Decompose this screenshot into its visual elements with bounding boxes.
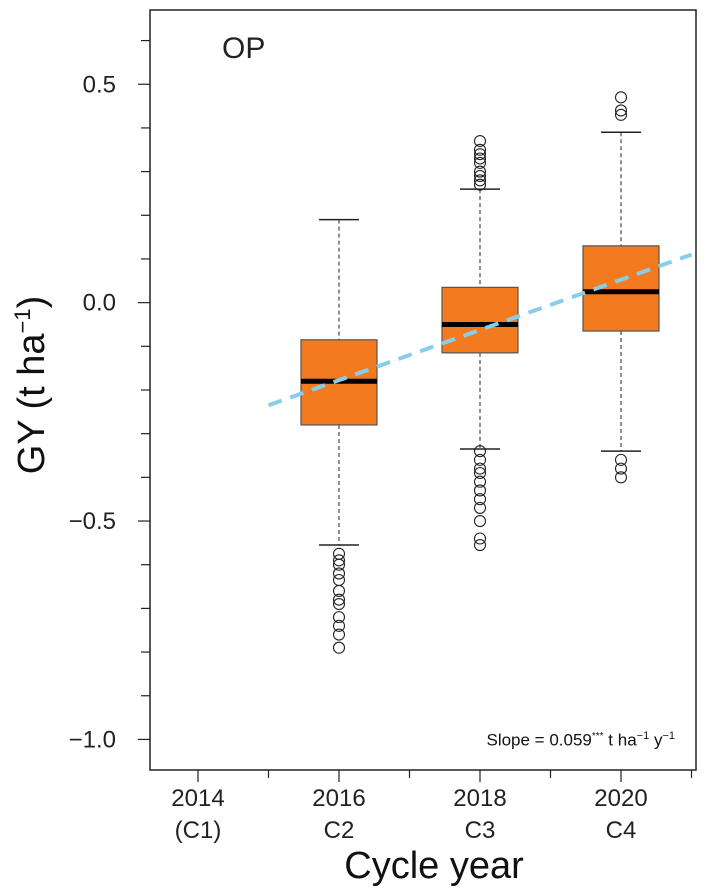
x-tick-year: 2016 — [312, 785, 365, 812]
outlier-point — [614, 108, 628, 121]
outlier-point — [332, 547, 346, 560]
box-2016 — [300, 218, 378, 654]
y-tick-label: −0.5 — [69, 508, 116, 535]
outlier-point — [614, 104, 628, 117]
y-tick-label: −1.0 — [69, 726, 116, 753]
x-tick-year: 2014 — [171, 785, 224, 812]
outlier-point — [473, 462, 487, 475]
y-tick-label: 0.0 — [83, 290, 116, 317]
boxes — [300, 91, 660, 654]
outlier-point — [473, 493, 487, 506]
x-tick-cycle: C2 — [324, 817, 355, 844]
outlier-point — [473, 152, 487, 165]
x-axis-label: Cycle year — [344, 845, 524, 887]
outlier-point — [332, 597, 346, 611]
outlier-point — [473, 539, 487, 552]
panel-label: OP — [222, 32, 266, 65]
outlier-point — [332, 558, 346, 571]
outlier-point — [332, 641, 346, 654]
y-axis: 0.5 0.0 −0.5 −1.0 — [69, 39, 150, 753]
box-iqr — [441, 286, 519, 354]
outlier-point — [332, 573, 346, 587]
y-tick-label: 0.5 — [83, 71, 116, 98]
outlier-point — [614, 453, 628, 466]
trend-line — [267, 252, 693, 408]
x-tick-year: 2020 — [594, 785, 647, 812]
outlier-point — [473, 453, 487, 466]
outlier-point — [614, 462, 628, 475]
outlier-point — [473, 532, 487, 545]
outlier-point — [332, 628, 346, 641]
slope-annotation: Slope = 0.059*** t ha−1 y−1 — [486, 730, 675, 750]
outlier-point — [473, 178, 487, 191]
outlier-point — [473, 165, 487, 178]
outlier-point — [473, 475, 487, 488]
outlier-point — [614, 91, 628, 104]
outlier-point — [332, 611, 346, 624]
outlier-point — [473, 445, 487, 458]
x-tick-cycle: C4 — [606, 817, 637, 844]
x-tick-cycle: (C1) — [175, 817, 222, 844]
outlier-point — [473, 174, 487, 187]
trend-line-path — [267, 252, 693, 408]
outlier-point — [473, 156, 487, 169]
box-2020 — [582, 91, 660, 484]
box-2018 — [441, 134, 519, 552]
x-axis: 2014 (C1) 2016 C2 2018 C3 2020 C4 — [171, 770, 693, 844]
outlier-point — [332, 593, 346, 606]
x-tick-year: 2018 — [453, 785, 506, 812]
outlier-point — [473, 169, 487, 183]
y-axis-label: GY (t ha−1) — [10, 295, 53, 475]
outlier-point — [473, 466, 487, 480]
outlier-point — [473, 148, 487, 161]
outlier-point — [473, 134, 487, 148]
outlier-point — [473, 514, 487, 528]
outlier-point — [332, 619, 346, 632]
outlier-point — [614, 471, 628, 484]
outlier-point — [332, 554, 346, 567]
outlier-point — [473, 501, 487, 514]
x-tick-cycle: C3 — [465, 817, 496, 844]
plot-frame — [149, 9, 697, 771]
outlier-point — [473, 143, 487, 156]
outlier-point — [332, 584, 346, 597]
outlier-point — [473, 484, 487, 497]
outlier-point — [332, 567, 346, 580]
